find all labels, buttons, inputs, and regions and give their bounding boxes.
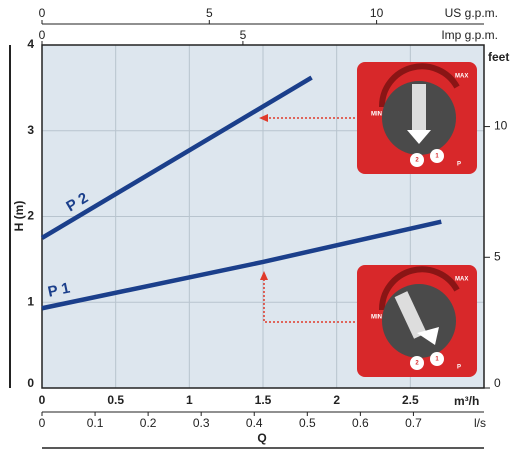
- tick-label: 5: [206, 6, 213, 20]
- y-tick-label: 1: [27, 294, 34, 308]
- svg-text:2: 2: [415, 158, 419, 164]
- series-line: [41, 219, 442, 311]
- tick-label: 0.3: [193, 416, 210, 430]
- tick-label: 0.6: [352, 416, 369, 430]
- svg-text:MAX: MAX: [455, 74, 468, 80]
- x-tick-label: 2: [333, 393, 340, 407]
- y-tick-label: 3: [27, 123, 34, 137]
- y-tick-label: 2: [27, 209, 34, 223]
- y2-tick-label: 5: [494, 249, 501, 263]
- series-line: [40, 75, 313, 240]
- tick-label: 0.7: [405, 416, 422, 430]
- tick-label: 0: [39, 6, 46, 20]
- y2-tick-label: 0: [494, 376, 501, 390]
- y-tick-label: 4: [27, 37, 34, 51]
- axis-label: US g.p.m.: [445, 6, 498, 20]
- x-tick-label: 1.5: [255, 393, 272, 407]
- axis-label: Imp g.p.m.: [441, 28, 498, 42]
- tick-label: 0.5: [299, 416, 316, 430]
- series-label: P 1: [46, 280, 71, 301]
- x-tick-label: 2.5: [402, 393, 419, 407]
- tick-label: 0: [39, 416, 46, 430]
- tick-label: 5: [240, 28, 247, 42]
- dial-icon: MAX MIN 2 1 P: [357, 265, 477, 377]
- svg-text:1: 1: [435, 357, 439, 363]
- x-axis-label: m³/h: [454, 394, 479, 408]
- tick-label: 0.4: [246, 416, 263, 430]
- svg-text:P: P: [457, 162, 461, 168]
- tick-label: 0.1: [87, 416, 104, 430]
- q-label: Q: [257, 431, 266, 445]
- x-tick-label: 0: [39, 393, 46, 407]
- axis-label: l/s: [474, 416, 486, 430]
- svg-text:MIN: MIN: [371, 315, 382, 321]
- x-tick-label: 0.5: [107, 393, 124, 407]
- tick-label: 0.2: [140, 416, 157, 430]
- y2-tick-label: 10: [494, 119, 508, 133]
- tick-label: 10: [370, 6, 384, 20]
- y-tick-label: 0: [27, 376, 34, 390]
- y2-axis-label: feet: [488, 50, 509, 64]
- y-axis-label: H (m): [12, 201, 26, 232]
- x-tick-label: 1: [186, 393, 193, 407]
- tick-label: 0: [39, 28, 46, 42]
- svg-text:P: P: [457, 365, 461, 371]
- arrow-head: [259, 114, 268, 122]
- arrows: [263, 117, 355, 323]
- svg-text:MAX: MAX: [455, 277, 468, 283]
- svg-text:1: 1: [435, 154, 439, 160]
- arrow-head: [260, 271, 268, 280]
- dial-icon: MAX MIN 2 1 P: [357, 62, 477, 174]
- svg-text:2: 2: [415, 361, 419, 367]
- svg-text:MIN: MIN: [371, 112, 382, 118]
